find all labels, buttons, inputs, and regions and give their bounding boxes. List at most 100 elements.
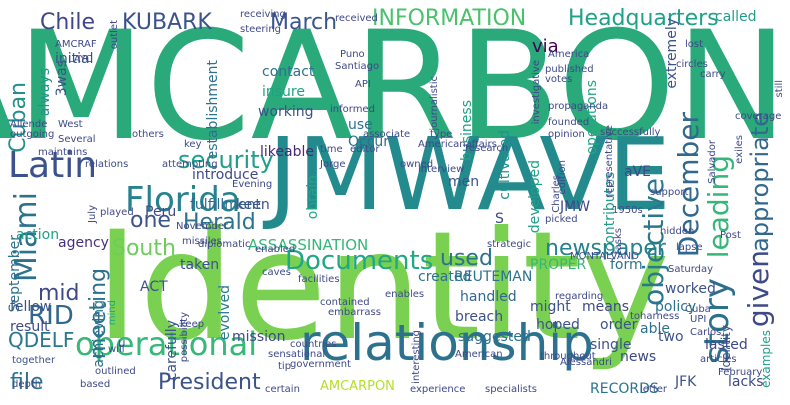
word-cloud-word: outgoing	[10, 129, 55, 140]
word-cloud-word: Identity	[95, 200, 670, 374]
word-cloud-word: result	[10, 319, 50, 335]
word-cloud-word: facilities	[298, 274, 340, 285]
word-cloud-word: attempting	[162, 159, 218, 170]
word-cloud-word: Saturday	[668, 264, 714, 275]
word-cloud-word: lasted	[705, 337, 748, 353]
word-cloud-word: still	[774, 80, 785, 98]
word-cloud-word: Occur	[348, 134, 390, 150]
word-cloud-word: insure	[262, 84, 305, 100]
word-cloud-word: editor	[350, 144, 380, 155]
word-cloud-word: America	[548, 49, 590, 60]
word-cloud-word: lacks	[728, 374, 764, 390]
word-cloud-word: Americanaffairs	[418, 139, 497, 150]
word-cloud-word: contained	[320, 297, 370, 308]
word-cloud-word: worked	[665, 281, 716, 297]
word-cloud-word: February	[718, 367, 763, 378]
word-cloud-word: received	[335, 13, 378, 24]
word-cloud-word: contact	[262, 64, 315, 80]
word-cloud-word: maintains	[38, 147, 88, 158]
word-cloud-word: published	[545, 64, 594, 75]
word-cloud-word: AMCARPON	[320, 379, 395, 394]
word-cloud-word: outlet	[109, 20, 120, 50]
word-cloud-word: depth	[12, 379, 42, 390]
word-cloud-word: handled	[460, 289, 517, 305]
word-cloud-word: cultivated	[497, 130, 513, 200]
word-cloud-word: REUTEMAN	[454, 269, 533, 285]
word-cloud-word: taken	[180, 257, 220, 273]
word-cloud-word: government	[290, 359, 351, 370]
word-cloud-word: agency	[58, 235, 109, 251]
word-cloud-word: others	[132, 129, 164, 140]
word-cloud-word: Latin	[8, 145, 98, 186]
word-cloud-word: establishment	[205, 60, 221, 160]
word-cloud-word: suggested	[458, 329, 531, 345]
word-cloud-word: votes	[545, 74, 573, 85]
word-cloud-word: played	[100, 207, 134, 218]
word-cloud-word: keep	[180, 319, 205, 330]
word-cloud-word: regarding	[555, 291, 604, 302]
word-cloud-word: representative	[604, 125, 615, 198]
word-cloud-word: PROPER	[530, 257, 587, 273]
word-cloud-word: lapse	[676, 242, 703, 253]
word-cloud-word: type	[430, 129, 453, 140]
word-cloud-word: Evening	[232, 179, 273, 190]
word-cloud-word: exiles	[734, 135, 745, 164]
word-cloud-word: South	[112, 236, 176, 261]
word-cloud-word: MONTALVANO	[570, 251, 640, 262]
word-cloud-word: throughout	[540, 351, 596, 362]
word-cloud-word: INFORMATION	[372, 6, 527, 31]
word-cloud-word: one	[130, 208, 171, 233]
word-cloud-word: Cuba	[685, 304, 711, 315]
word-cloud-word: opinion	[548, 129, 585, 140]
word-cloud-word: RECORDS	[590, 381, 659, 397]
word-cloud-word: embarrass	[328, 307, 381, 318]
word-cloud-word: Cuban	[6, 82, 31, 153]
word-cloud-word: successfully	[600, 127, 661, 138]
word-cloud-word: owned	[400, 159, 434, 170]
word-cloud-word: strategic	[487, 239, 532, 250]
word-cloud-word: AMCARBON	[0, 0, 788, 174]
word-cloud-word: November	[176, 221, 229, 232]
word-cloud-word: Salvador	[707, 140, 718, 184]
word-cloud-word: founded	[548, 117, 590, 128]
word-cloud-word: created	[418, 269, 472, 285]
word-cloud-word: carefully	[164, 320, 180, 381]
word-cloud-word: fulfillment	[190, 197, 261, 213]
word-cloud-word: Peru	[145, 204, 177, 220]
word-cloud-word: QDELF	[8, 328, 75, 352]
word-cloud-word: hidden	[660, 226, 695, 237]
word-cloud-word: U	[118, 339, 126, 350]
word-cloud-word: articles	[700, 354, 737, 365]
word-cloud-word: enabled	[255, 244, 296, 255]
word-cloud-word: caves	[262, 267, 291, 278]
word-cloud-word: 1950s	[612, 205, 643, 216]
word-cloud-word: specialists	[485, 384, 538, 395]
word-cloud-word: used	[440, 246, 493, 271]
word-cloud-word: initial	[55, 51, 94, 67]
word-cloud-word: keen	[236, 197, 270, 213]
word-cloud-word: key	[184, 139, 202, 150]
word-cloud-word: Santiago	[335, 61, 380, 72]
word-cloud-word: ACT	[140, 279, 168, 295]
word-cloud-word: newspaper	[545, 236, 666, 261]
word-cloud-word: relationship	[300, 314, 594, 372]
word-cloud-word: Headquarters	[568, 6, 719, 31]
word-cloud-word: mid	[38, 281, 80, 306]
word-cloud-word: sensational	[268, 349, 326, 360]
word-cloud-word: toharness	[630, 311, 680, 322]
word-cloud-word: Allende	[10, 119, 48, 130]
word-cloud-word: research	[465, 143, 509, 154]
word-cloud-word: diplomatic	[198, 239, 251, 250]
word-cloud-word: given	[742, 250, 775, 328]
word-cloud-word: will	[108, 344, 125, 355]
word-cloud-word: via	[532, 36, 559, 57]
word-cloud-word: countries	[290, 339, 337, 350]
word-cloud-word: API	[355, 79, 371, 90]
word-cloud-word: Florida	[125, 180, 241, 220]
word-cloud-word: two	[658, 329, 684, 345]
word-cloud-word: S	[495, 211, 504, 227]
word-cloud-word: achieving	[91, 300, 107, 368]
word-cloud-word: use	[348, 117, 373, 133]
word-cloud-word: Post	[720, 230, 741, 241]
word-cloud-word: time	[320, 144, 343, 155]
